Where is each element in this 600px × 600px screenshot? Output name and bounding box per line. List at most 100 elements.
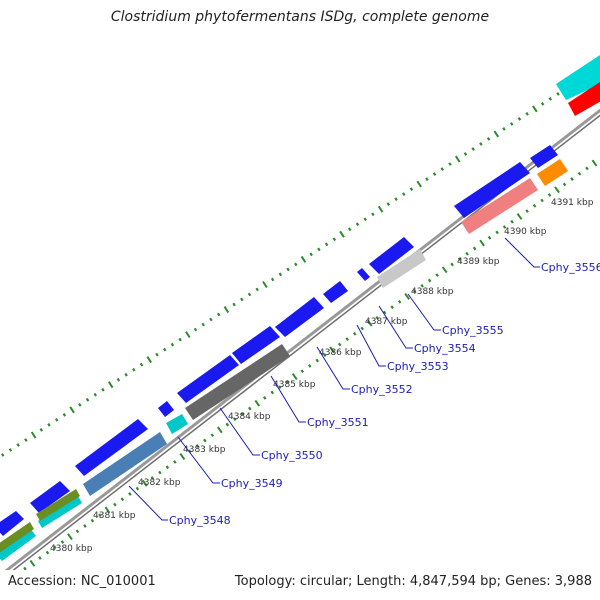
outer-ring-dot: [170, 342, 175, 347]
gene-block[interactable]: [38, 496, 82, 528]
outer-ring-dot: [124, 372, 128, 377]
outer-ring-dot: [78, 402, 82, 407]
inner-ring-dot: [262, 395, 267, 400]
inner-ring-dot: [360, 326, 364, 331]
outer-ring-dot: [386, 202, 391, 206]
leader-line: [128, 485, 168, 521]
gene-label[interactable]: Cphy_3555: [442, 324, 504, 337]
tick-label: 4387 kbp: [365, 317, 408, 327]
inner-ring-dot: [225, 422, 230, 427]
inner-ring-dot: [248, 406, 252, 411]
inner-ring-dot: [510, 219, 514, 224]
outer-ring-dot: [193, 327, 198, 332]
inner-ring-dot: [547, 193, 552, 197]
gene-block[interactable]: [36, 489, 80, 521]
gene-block[interactable]: [83, 432, 167, 496]
inner-ring-dot: [412, 289, 417, 293]
outer-ring-dot: [209, 317, 213, 322]
inner-ring-dot: [322, 353, 327, 358]
tick-label: 4388 kbp: [411, 287, 454, 297]
tick-label: 4391 kbp: [551, 198, 594, 208]
inner-ring-dot: [345, 337, 349, 342]
outer-ring-dot: [201, 322, 205, 327]
tick-label: 4386 kbp: [319, 348, 362, 358]
leader-line: [219, 407, 260, 456]
outer-ring-dot: [425, 177, 429, 181]
leader-line: [504, 237, 540, 268]
outer-ring-dot: [377, 205, 384, 213]
gene-arrow[interactable]: [323, 281, 348, 303]
inner-ring-dot: [577, 171, 582, 176]
inner-ring-dot: [240, 412, 245, 416]
gene-block[interactable]: [377, 249, 426, 288]
gene-block[interactable]: [537, 159, 568, 186]
gene-arrow[interactable]: [75, 419, 148, 476]
tick-label: 4384 kbp: [228, 412, 271, 422]
outer-ring-dot: [0, 453, 5, 457]
gene-block[interactable]: [0, 528, 36, 561]
gene-label[interactable]: Cphy_3549: [221, 477, 283, 490]
gene-arrow[interactable]: [454, 162, 530, 218]
inner-ring-dot: [352, 331, 357, 336]
outer-ring-dot: [116, 377, 121, 382]
gene-block[interactable]: [0, 522, 34, 553]
outer-ring-dot: [93, 392, 98, 397]
gene-label[interactable]: Cphy_3556: [541, 261, 600, 274]
gene-arrow[interactable]: [158, 401, 174, 417]
inner-ring-dot: [472, 246, 477, 251]
tick-labels: 4380 kbp 4381 kbp 4382 kbp 4383 kbp 4384…: [50, 198, 594, 554]
gene-arrow[interactable]: [0, 511, 24, 536]
outer-dotted-ring: [0, 66, 599, 457]
gene-arrow[interactable]: [232, 326, 280, 364]
outer-ring-dot: [146, 356, 153, 364]
inner-ring-dot: [113, 502, 117, 507]
gene-arrow[interactable]: [530, 145, 558, 168]
inner-ring-dot: [570, 177, 574, 181]
inner-ring-dot: [300, 369, 304, 374]
inner-ring-dot: [382, 310, 387, 315]
outer-ring-dot: [416, 180, 422, 188]
gene-block[interactable]: [185, 344, 290, 420]
outer-ring-dot: [371, 212, 375, 217]
outer-ring-dot: [185, 331, 191, 339]
gene-label[interactable]: Cphy_3553: [387, 360, 449, 373]
outer-ring-dot: [509, 122, 514, 126]
inner-ring-dot: [337, 342, 342, 347]
outer-ring-dot: [332, 237, 337, 242]
gene-block[interactable]: [568, 82, 600, 116]
gene-arrow[interactable]: [30, 481, 70, 513]
gene-label[interactable]: Cphy_3551: [307, 416, 369, 429]
leader-line: [356, 324, 386, 367]
outer-ring-dot: [454, 155, 461, 163]
inner-ring-dot: [375, 315, 379, 320]
outer-ring-dot: [240, 297, 244, 302]
inner-ring-dot: [285, 379, 290, 384]
gene-arrow[interactable]: [177, 355, 239, 403]
gene-label[interactable]: Cphy_3548: [169, 514, 231, 527]
inner-ring-dot: [315, 358, 319, 363]
inner-ring-dot: [141, 479, 148, 487]
tick-label: 4381 kbp: [93, 511, 136, 521]
label-leaders: [128, 237, 540, 521]
map-title: Clostridium phytofermentans ISDg, comple…: [110, 9, 490, 25]
outer-ring-dot: [286, 267, 290, 272]
outer-ring-dot: [223, 306, 230, 314]
outer-ring-dot: [294, 262, 298, 267]
gene-block[interactable]: [461, 178, 538, 234]
gene-label[interactable]: Cphy_3550: [261, 449, 323, 462]
gene-block[interactable]: [166, 414, 188, 434]
inner-ring-dot: [254, 399, 261, 407]
gene-label[interactable]: Cphy_3552: [351, 383, 413, 396]
outer-ring-dot: [532, 105, 538, 113]
tick-label: 4390 kbp: [504, 227, 547, 237]
gene-arrow[interactable]: [275, 297, 324, 337]
gene-arrow[interactable]: [369, 237, 414, 274]
gene-label[interactable]: Cphy_3554: [414, 342, 476, 355]
inner-ring-dot: [53, 545, 57, 550]
tick-label: 4380 kbp: [50, 544, 93, 554]
gene-block[interactable]: [556, 55, 600, 100]
outer-ring-dot: [139, 362, 144, 367]
leader-line: [177, 436, 220, 484]
gene-arrow[interactable]: [357, 268, 370, 281]
